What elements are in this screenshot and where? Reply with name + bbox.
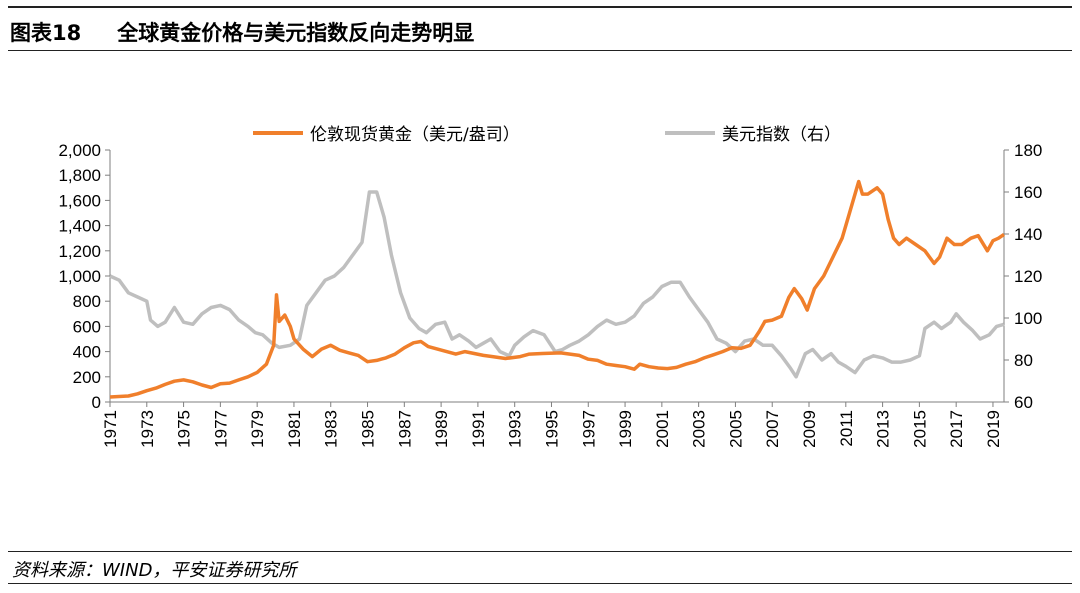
x-tick-label: 1981 — [285, 410, 304, 448]
top-rule — [8, 6, 1072, 8]
source-rule — [8, 551, 1072, 552]
x-tick-label: 2019 — [984, 410, 1003, 448]
x-tick-label: 2003 — [690, 410, 709, 448]
x-tick-label: 1983 — [322, 410, 341, 448]
right-tick-label: 80 — [1014, 351, 1033, 370]
x-tick-label: 2009 — [800, 410, 819, 448]
x-tick-label: 1991 — [469, 410, 488, 448]
x-tick-label: 1979 — [248, 410, 267, 448]
left-tick-label: 600 — [73, 317, 101, 336]
chart-header: 图表18 全球黄金价格与美元指数反向走势明显 — [10, 16, 474, 48]
right-tick-label: 100 — [1014, 309, 1042, 328]
x-tick-label: 1985 — [359, 410, 378, 448]
left-tick-label: 0 — [92, 393, 101, 412]
figure-number: 图表18 — [10, 21, 82, 45]
x-tick-label: 1971 — [101, 410, 120, 448]
x-tick-label: 2013 — [874, 410, 893, 448]
x-tick-label: 1973 — [138, 410, 157, 448]
x-tick-label: 2017 — [947, 410, 966, 448]
gold-price-line — [109, 179, 1005, 399]
left-tick-label: 1,000 — [58, 267, 101, 286]
x-tick-label: 2015 — [910, 410, 929, 448]
right-tick-label: 160 — [1014, 183, 1042, 202]
usd-index-line — [109, 190, 1005, 379]
left-tick-label: 1,600 — [58, 191, 101, 210]
left-tick-label: 1,200 — [58, 242, 101, 261]
chart-svg: 0 200 400 600 800 1,000 1,200 1,400 1,600 1,800 2,… — [58, 125, 1042, 448]
source-note: 资料来源：WIND，平安证券研究所 — [12, 560, 297, 581]
bottom-rule — [8, 583, 1072, 584]
x-tick-label: 1989 — [432, 410, 451, 448]
left-tick-label: 1,400 — [58, 217, 101, 236]
x-tick-label: 1977 — [211, 410, 230, 448]
x-tick-label: 2001 — [653, 410, 672, 448]
x-tick-label: 1997 — [579, 410, 598, 448]
x-tick-label: 1999 — [616, 410, 635, 448]
x-tick-label: 2005 — [726, 410, 745, 448]
left-tick-label: 400 — [73, 343, 101, 362]
legend-gold-label: 伦敦现货黄金（美元/盎司） — [310, 125, 520, 145]
x-tick-label: 2007 — [763, 410, 782, 448]
right-tick-label: 60 — [1014, 393, 1033, 412]
chart-title: 全球黄金价格与美元指数反向走势明显 — [117, 21, 475, 45]
legend-usd-label: 美元指数（右） — [722, 125, 841, 145]
left-tick-label: 1,800 — [58, 166, 101, 185]
x-tick-label: 2011 — [837, 410, 856, 447]
x-tick-label: 1993 — [506, 410, 525, 448]
right-tick-label: 120 — [1014, 267, 1042, 286]
right-tick-label: 180 — [1014, 141, 1042, 160]
left-tick-label: 200 — [73, 368, 101, 387]
right-tick-label: 140 — [1014, 225, 1042, 244]
x-tick-label: 1995 — [542, 410, 561, 448]
header-rule — [8, 50, 1072, 51]
left-tick-label: 800 — [73, 292, 101, 311]
left-tick-label: 2,000 — [58, 141, 101, 160]
x-tick-label: 1975 — [175, 410, 194, 448]
x-tick-label: 1987 — [395, 410, 414, 448]
